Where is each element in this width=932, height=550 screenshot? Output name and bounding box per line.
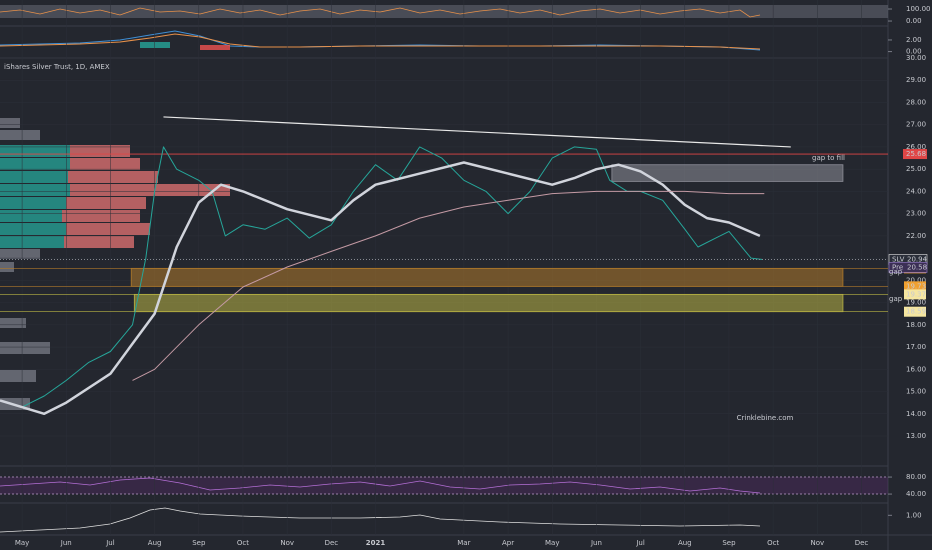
trendline xyxy=(163,116,791,148)
y-tick-label: 15.00 xyxy=(906,388,926,396)
panel-tick-label: 80.00 xyxy=(906,473,926,481)
x-tick-label: Nov xyxy=(280,539,294,547)
watermark: Crinklebine.com xyxy=(737,414,794,422)
price-tag-value: 20.94 xyxy=(907,255,928,263)
y-tick-label: 26.00 xyxy=(906,143,926,151)
x-tick-label: Jun xyxy=(60,539,72,547)
x-tick-label: 2021 xyxy=(366,539,386,547)
oscillator-line xyxy=(0,7,761,18)
profile-bar xyxy=(0,210,62,222)
profile-bar xyxy=(64,236,134,248)
profile-bar xyxy=(0,370,36,382)
x-tick-label: Nov xyxy=(810,539,824,547)
y-tick-label: 16.00 xyxy=(906,365,926,373)
profile-bar xyxy=(0,197,66,209)
profile-bar xyxy=(66,197,146,209)
annotation: gap to fill xyxy=(812,154,845,162)
y-tick-label: 13.00 xyxy=(906,432,926,440)
panel-tick-label: 0.00 xyxy=(906,17,922,25)
series-line xyxy=(0,161,761,416)
x-tick-label: Mar xyxy=(457,539,470,547)
x-tick-label: Apr xyxy=(502,539,514,547)
rsi-line xyxy=(0,477,761,494)
x-tick-label: Jul xyxy=(105,539,115,547)
profile-bar xyxy=(62,210,140,222)
y-tick-label: 25.00 xyxy=(906,165,926,173)
y-tick-label: 20.00 xyxy=(906,276,926,284)
panel-tick-label: 100.00 xyxy=(906,5,931,13)
x-tick-label: Jun xyxy=(590,539,602,547)
panel-tick-label: 1.00 xyxy=(906,511,922,519)
y-tick-label: 29.00 xyxy=(906,76,926,84)
price-tag-value: 25.68 xyxy=(906,150,926,158)
x-tick-label: Aug xyxy=(148,539,162,547)
price-tag-bg xyxy=(903,149,927,160)
x-tick-label: Sep xyxy=(192,539,206,547)
panel-tick-label: 40.00 xyxy=(906,490,926,498)
zone xyxy=(611,164,844,182)
x-tick-label: Oct xyxy=(767,539,779,547)
y-tick-label: 22.00 xyxy=(906,232,926,240)
bottom-indicator-line xyxy=(0,507,761,533)
y-tick-label: 27.00 xyxy=(906,121,926,129)
zone xyxy=(133,293,844,313)
profile-bar xyxy=(0,236,64,248)
price-tag-value: 18.59 xyxy=(906,308,926,316)
profile-bar xyxy=(0,158,70,170)
profile-bar xyxy=(70,158,140,170)
y-tick-label: 18.00 xyxy=(906,321,926,329)
macd-histogram xyxy=(140,42,170,48)
price-tag-bg xyxy=(904,281,926,292)
panel-tick-label: 0.00 xyxy=(906,48,922,56)
profile-bar xyxy=(0,249,40,259)
profile-bar xyxy=(0,318,26,328)
x-tick-label: May xyxy=(15,539,29,547)
profile-bar xyxy=(66,223,150,235)
x-tick-label: Sep xyxy=(722,539,736,547)
y-tick-label: 14.00 xyxy=(906,410,926,418)
series-line xyxy=(132,190,765,381)
y-tick-label: 24.00 xyxy=(906,187,926,195)
x-tick-label: Jul xyxy=(635,539,645,547)
y-tick-label: 17.00 xyxy=(906,343,926,351)
panel-tick-label: 2.00 xyxy=(906,36,922,44)
oscillator-band xyxy=(0,5,888,18)
price-tag-bg xyxy=(904,306,926,317)
profile-bar xyxy=(0,118,20,128)
y-tick-label: 23.00 xyxy=(906,210,926,218)
y-tick-label: 19.00 xyxy=(906,299,926,307)
x-tick-label: May xyxy=(545,539,559,547)
profile-bar xyxy=(70,184,230,196)
profile-bar xyxy=(0,342,50,354)
y-tick-label: 28.00 xyxy=(906,98,926,106)
signal-line xyxy=(0,33,761,50)
zone xyxy=(130,267,844,287)
x-tick-label: Aug xyxy=(678,539,692,547)
price-tag-bg xyxy=(888,262,928,273)
profile-bar xyxy=(0,223,66,235)
price-tag-value: 19.37 xyxy=(906,290,926,298)
profile-bar xyxy=(0,184,70,196)
y-tick-label: 30.00 xyxy=(906,54,926,62)
price-tag-value: 20.58 xyxy=(907,263,927,271)
price-tag-name: SLV xyxy=(892,255,905,263)
macd-histogram xyxy=(200,45,230,50)
price-tag-bg xyxy=(904,289,926,300)
series-line xyxy=(21,146,763,408)
price-tag-name: Pre xyxy=(892,263,903,271)
x-tick-label: Dec xyxy=(325,539,339,547)
profile-bar xyxy=(0,171,68,183)
chart-title: iShares Silver Trust, 1D, AMEX xyxy=(4,63,110,71)
profile-bar xyxy=(0,130,40,140)
annotation: gap xyxy=(889,295,903,303)
x-tick-label: Oct xyxy=(237,539,249,547)
profile-bar xyxy=(68,171,158,183)
x-tick-label: Dec xyxy=(855,539,869,547)
price-tag-value: 19.73 xyxy=(906,282,926,290)
profile-bar xyxy=(0,262,14,272)
annotation: gap xyxy=(889,268,903,276)
